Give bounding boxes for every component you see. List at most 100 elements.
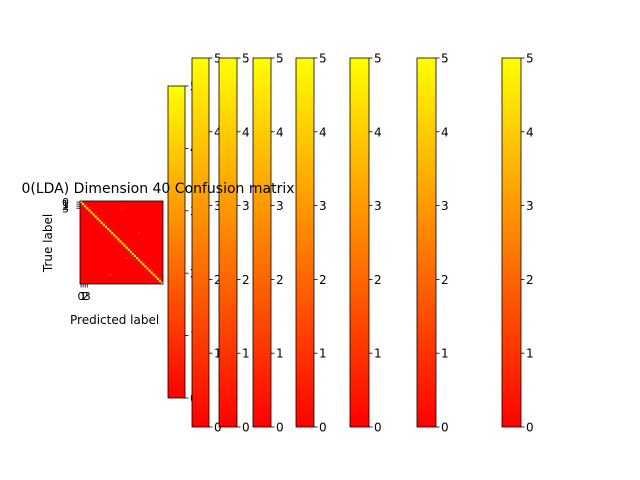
colorbar-4-tick-label-5: 5 (319, 52, 327, 66)
heatmap-cell-diag-33 (148, 269, 151, 272)
heatmap-cell-diag-39 (160, 281, 164, 285)
heatmap-cell-diag-2 (84, 205, 87, 208)
heatmap-cell-diag-12 (104, 225, 108, 229)
colorbar-3-tick-label-4: 4 (276, 125, 284, 139)
colorbar-1-tick-label-4: 4 (214, 125, 222, 139)
colorbar-5 (349, 57, 370, 428)
colorbar-1-tick-label-5: 5 (214, 52, 222, 66)
heatmap-cell-diag-4 (88, 209, 91, 212)
colorbar-0 (167, 85, 186, 399)
colorbar-7-tick-label-2: 2 (526, 273, 534, 287)
heatmap-cell-diag-16 (113, 234, 116, 237)
colorbar-6-tick-label-5: 5 (441, 52, 449, 66)
heatmap-cell-diag-15 (111, 232, 114, 235)
colorbar-2-tick-label-4: 4 (242, 125, 250, 139)
colorbar-7-tick-label-3: 3 (526, 199, 534, 213)
heatmap-cell-diag-20 (121, 242, 124, 245)
heatmap-cell-diag-6 (92, 213, 95, 216)
colorbar-2-tick-label-1: 1 (242, 347, 250, 361)
confusion-matrix-heatmap (80, 201, 164, 285)
heatmap-cell-diag-26 (133, 254, 137, 258)
colorbar-3-tick-label-3: 3 (276, 199, 284, 213)
colorbar-5-tick-label-2: 2 (374, 273, 382, 287)
heatmap-cell-diag-25 (131, 252, 134, 255)
colorbar-6 (416, 57, 437, 428)
colorbar-1-tick-label-0: 0 (214, 421, 222, 435)
heatmap-cell-diag-29 (140, 261, 143, 264)
heatmap-cell-diag-31 (144, 265, 147, 268)
heatmap-cell-diag-30 (142, 263, 145, 266)
colorbar-4-tick-label-4: 4 (319, 125, 327, 139)
y-tick-label-3: 3 (62, 202, 69, 215)
heatmap-cell-diag-37 (156, 277, 159, 280)
heatmap-cell-diag-32 (146, 267, 149, 270)
y-tick-label-1: 1 (62, 198, 69, 211)
heatmap-cell-diag-34 (150, 271, 153, 274)
colorbar-7-tick-label-1: 1 (526, 347, 534, 361)
colorbar-1-tick-label-3: 3 (214, 199, 222, 213)
colorbar-2-tick-label-0: 0 (242, 421, 250, 435)
chart-title: 0(LDA) Dimension 40 Confusion matrix (21, 181, 294, 197)
y-tick-label-0: 0 (62, 196, 69, 209)
heatmap-cell-diag-36 (154, 275, 157, 278)
colorbar-6-tick-label-3: 3 (441, 199, 449, 213)
colorbar-3-tick-label-0: 0 (276, 421, 284, 435)
x-tick-label-0: 0 (78, 290, 85, 303)
colorbar-7-tick-label-0: 0 (526, 421, 534, 435)
heatmap-cell-diag-38 (158, 279, 161, 282)
heatmap-cell-diag-5 (90, 211, 93, 214)
colorbar-2-tick-label-5: 5 (242, 52, 250, 66)
colorbar-5-tick-label-0: 0 (374, 421, 382, 435)
colorbar-3-tick-label-1: 1 (276, 347, 284, 361)
heatmap-cell-offdiag-0 (121, 207, 124, 210)
heatmap-cell-diag-8 (96, 217, 99, 220)
x-tick-label-2: 2 (82, 290, 89, 303)
colorbar-group: 0 1 2 3 4 5 0 1 2 3 4 5 0 1 2 3 4 5 0 1 2 3 4 5 0 1 2 3 4 5 0 1 2 3 4 5 0 1 2 3… (167, 52, 534, 435)
x-axis-label: Predicted label (70, 313, 159, 327)
heatmap-cell-diag-0 (80, 201, 83, 204)
colorbar-5-tick-label-5: 5 (374, 52, 382, 66)
colorbar-4-tick-label-3: 3 (319, 199, 327, 213)
heatmap-cell-diag-11 (102, 223, 105, 226)
colorbar-7-tick-label-4: 4 (526, 125, 534, 139)
heatmap-border (79, 200, 164, 285)
heatmap-cell-diag-23 (127, 248, 130, 251)
colorbar-1-tick-label-1: 1 (214, 347, 222, 361)
colorbar-2-tick-label-2: 2 (242, 273, 250, 287)
colorbar-5-tick-label-3: 3 (374, 199, 382, 213)
heatmap-cell-diag-35 (152, 273, 155, 276)
heatmap-cell-diag-21 (123, 244, 126, 247)
colorbar-1-tick-label-2: 2 (214, 273, 222, 287)
colorbar-2-tick-label-3: 3 (242, 199, 250, 213)
heatmap-cell-diag-10 (100, 221, 103, 224)
colorbar-1 (191, 57, 210, 428)
heatmap-cell-diag-24 (129, 250, 132, 253)
y-axis-label: True label (41, 214, 55, 273)
colorbar-4-tick-label-2: 2 (319, 273, 327, 287)
heatmap-cell-diag-27 (136, 257, 139, 260)
heatmap-cell-offdiag-2 (125, 257, 128, 260)
x-tick-label-3: 3 (84, 290, 91, 303)
heatmap-cell-diag-17 (115, 236, 118, 239)
colorbar-6-tick-label-2: 2 (441, 273, 449, 287)
heatmap-cell-diag-18 (117, 238, 120, 241)
heatmap-cell-diag-9 (98, 219, 101, 222)
heatmap-cell-diag-19 (119, 240, 122, 243)
colorbar-6-tick-label-4: 4 (441, 125, 449, 139)
colorbar-6-tick-label-1: 1 (441, 347, 449, 361)
colorbar-3-tick-label-2: 2 (276, 273, 284, 287)
colorbar-4-tick-label-0: 0 (319, 421, 327, 435)
heatmap-cell-diag-13 (106, 227, 110, 231)
heatmap-cell-diag-3 (86, 207, 89, 210)
heatmap-cell-diag-1 (82, 203, 85, 206)
colorbar-6-tick-label-0: 0 (441, 421, 449, 435)
heatmap-frame (79, 200, 164, 285)
heatmap-cell-diag-22 (125, 246, 128, 249)
heatmap-cell-diag-7 (94, 215, 97, 218)
y-tick-label-2: 2 (62, 200, 69, 213)
colorbar-5-tick-label-1: 1 (374, 347, 382, 361)
colorbar-7-tick-label-5: 5 (526, 52, 534, 66)
heatmap-cell-diag-28 (138, 259, 141, 262)
